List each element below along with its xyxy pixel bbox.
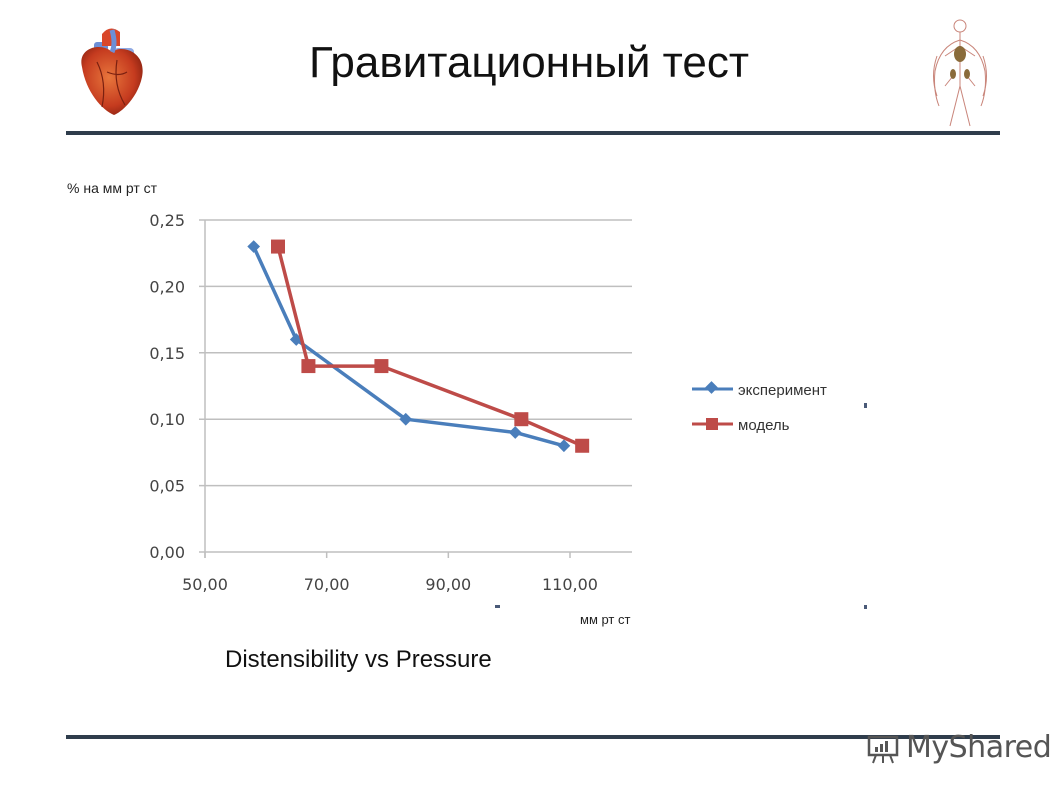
heart-icon bbox=[81, 28, 143, 115]
artifact-mark bbox=[864, 403, 867, 408]
svg-text:50,00: 50,00 bbox=[182, 575, 228, 594]
svg-text:110,00: 110,00 bbox=[542, 575, 598, 594]
svg-text:0,15: 0,15 bbox=[149, 344, 185, 363]
legend-item-model: модель bbox=[692, 417, 790, 434]
svg-text:0,05: 0,05 bbox=[149, 477, 185, 496]
chart-axes: 0,00 0,05 0,10 0,15 0,20 0,25 50,00 70,00 90,00 1… bbox=[149, 211, 598, 594]
bottom-divider bbox=[66, 735, 1000, 739]
svg-text:90,00: 90,00 bbox=[425, 575, 471, 594]
svg-text:0,20: 0,20 bbox=[149, 277, 185, 296]
chart-legend: эксперимент модель bbox=[692, 381, 827, 434]
svg-text:эксперимент: эксперимент bbox=[738, 382, 827, 399]
svg-text:0,00: 0,00 bbox=[149, 543, 185, 562]
artifact-mark bbox=[864, 605, 867, 609]
svg-text:модель: модель bbox=[738, 417, 790, 434]
slide-title: Гравитационный тест bbox=[309, 38, 749, 87]
watermark: MyShared bbox=[866, 730, 1052, 765]
presentation-board-icon bbox=[867, 735, 899, 763]
top-divider bbox=[66, 131, 1000, 135]
chart-series bbox=[247, 239, 590, 453]
y-axis-label: % на мм рт ст bbox=[67, 180, 158, 196]
circulatory-system-icon bbox=[933, 19, 987, 127]
svg-text:70,00: 70,00 bbox=[304, 575, 350, 594]
chart-caption: Distensibility vs Pressure bbox=[225, 646, 492, 673]
svg-text:0,25: 0,25 bbox=[149, 211, 185, 230]
artifact-mark bbox=[495, 605, 500, 608]
x-axis-label: мм рт ст bbox=[580, 612, 630, 627]
legend-item-experiment: эксперимент bbox=[692, 381, 827, 399]
svg-text:0,10: 0,10 bbox=[149, 410, 185, 429]
